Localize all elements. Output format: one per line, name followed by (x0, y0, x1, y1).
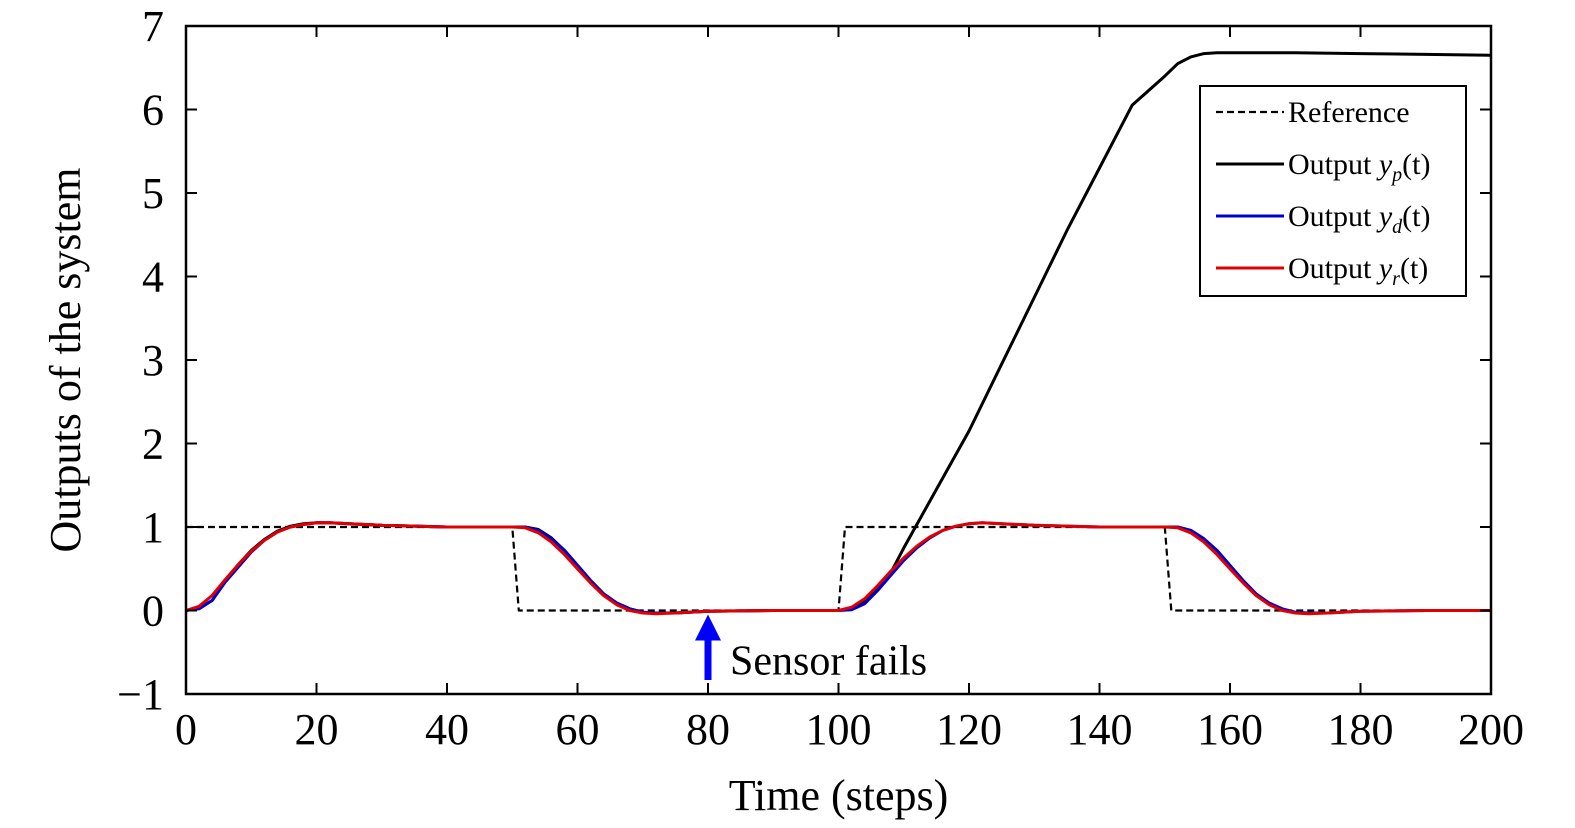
x-axis-title: Time (steps) (729, 771, 949, 820)
x-tick-label: 80 (686, 705, 730, 754)
x-tick-label: 60 (556, 705, 600, 754)
x-tick-label: 180 (1328, 705, 1394, 754)
x-tick-label: 40 (425, 705, 469, 754)
y-tick-label: 5 (142, 169, 164, 218)
annotation-arrow-shaft (704, 634, 712, 680)
y-axis-title: Outputs of the system (41, 168, 90, 553)
plot-lines (185, 51, 1492, 616)
legend-label: Output yp(t) (1288, 148, 1431, 186)
legend-label: Output yd(t) (1288, 200, 1431, 238)
annotation: Sensor fails (695, 614, 927, 685)
y-tick-label: 2 (142, 420, 164, 469)
legend-label: Output yr(t) (1288, 252, 1428, 290)
x-tick-label: 160 (1197, 705, 1263, 754)
y-tick-label: 4 (142, 253, 164, 302)
y-tick-label: −1 (117, 670, 164, 719)
y-tick-label: 0 (142, 587, 164, 636)
series-line-output-y-r-t (185, 521, 1491, 616)
annotation-arrow-head (695, 614, 721, 641)
x-tick-label: 100 (806, 705, 872, 754)
y-tick-label: 1 (142, 503, 164, 552)
legend-label: Reference (1288, 96, 1410, 129)
x-tick-label: 120 (936, 705, 1002, 754)
y-tick-label: 7 (142, 2, 164, 51)
x-tick-label: 200 (1458, 705, 1524, 754)
legend-box (1199, 85, 1467, 297)
x-tick-label: 140 (1067, 705, 1133, 754)
y-tick-label: 6 (142, 86, 164, 135)
x-tick-label: 0 (175, 705, 197, 754)
series-line-reference (186, 525, 1491, 612)
x-tick-label: 20 (295, 705, 339, 754)
y-tick-label: 3 (142, 336, 164, 385)
legend: Reference Output yp(t) Output yd(t) Output … (1199, 85, 1467, 297)
annotation-text: Sensor fails (730, 639, 927, 685)
axis-ticks (185, 25, 1492, 695)
